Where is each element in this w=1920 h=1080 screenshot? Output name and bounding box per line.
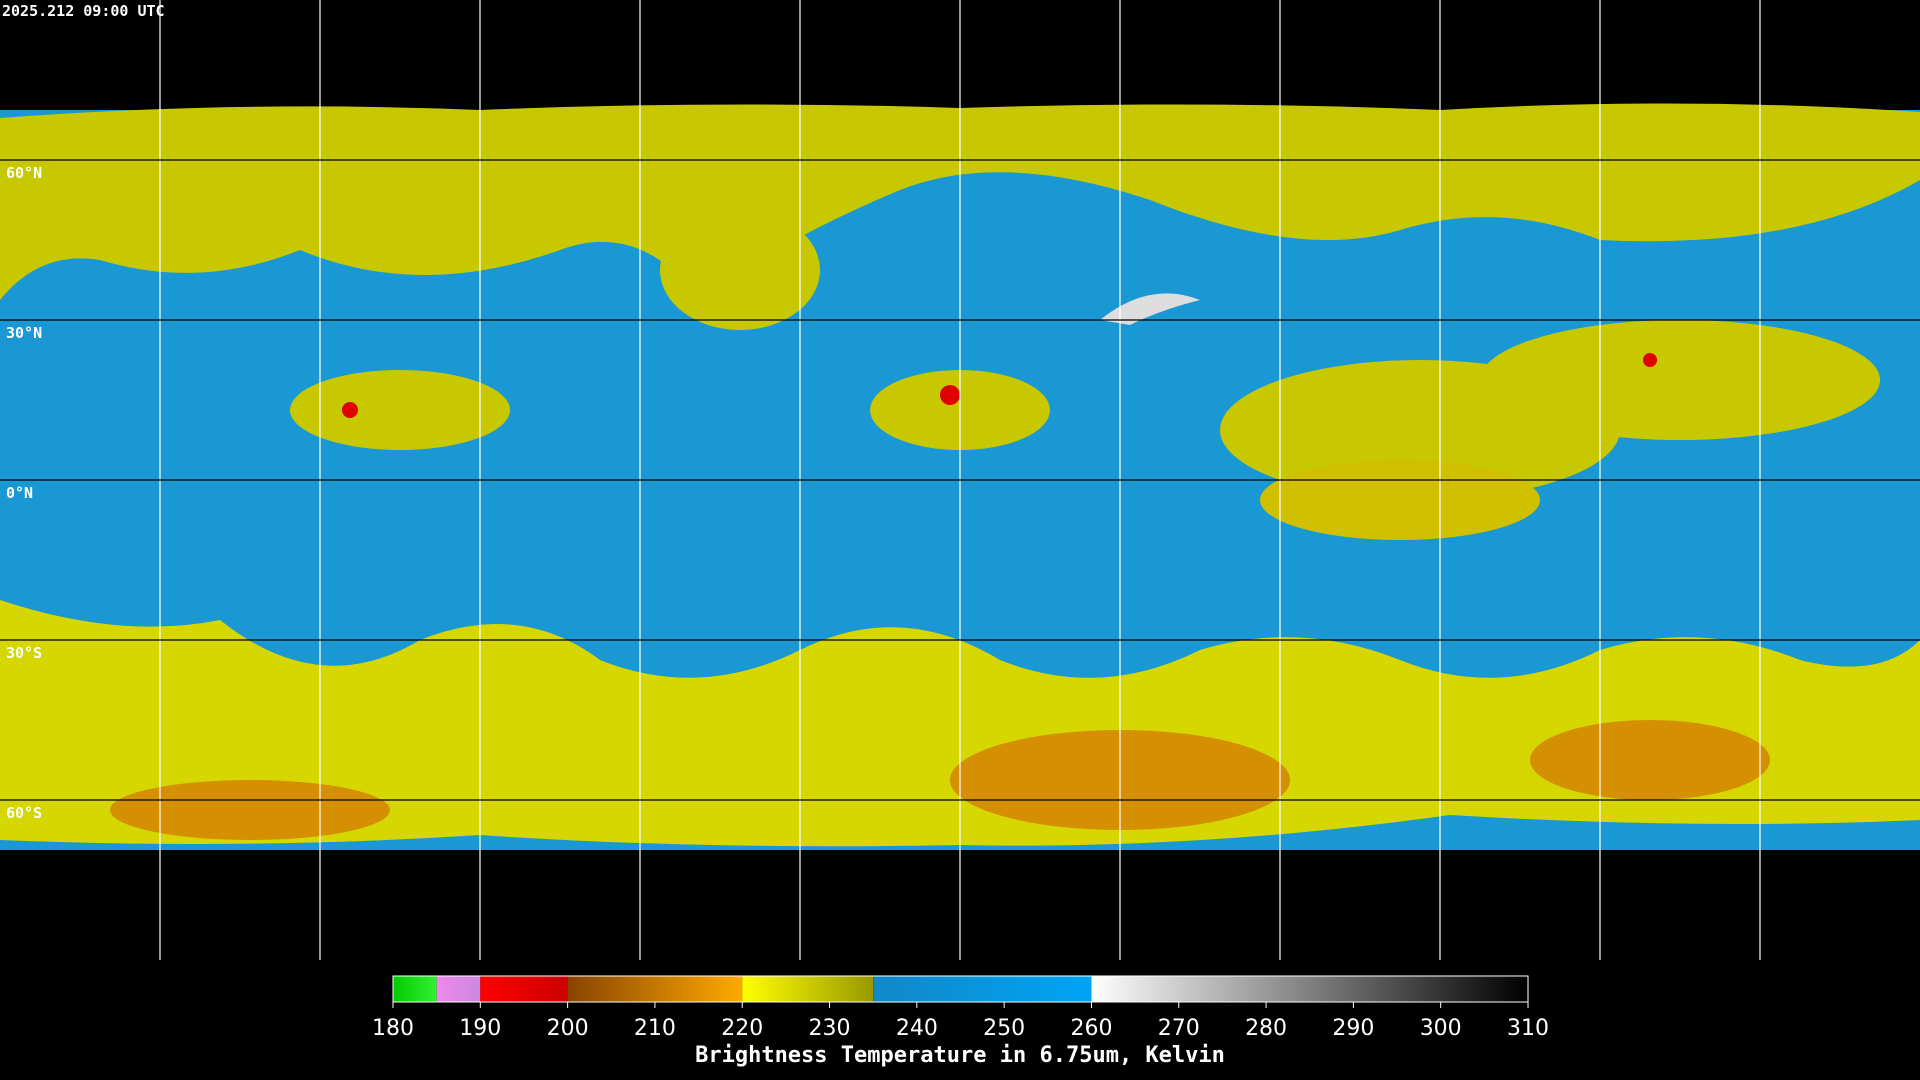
latitude-label: 60°N [6, 164, 42, 182]
colorbar-tick-label: 240 [896, 1016, 938, 1041]
colorbar-segment [436, 976, 481, 1002]
cold-area [110, 780, 390, 840]
colorbar-tick-label: 200 [547, 1016, 589, 1041]
cold-area [1530, 720, 1770, 800]
latitude-label: 30°N [6, 324, 42, 342]
colorbar-tick-label: 250 [983, 1016, 1025, 1041]
latitude-label: 60°S [6, 804, 42, 822]
colorbar-segment [480, 976, 568, 1002]
colorbar-tick-label: 260 [1070, 1016, 1112, 1041]
convection [1260, 460, 1540, 540]
colorbar-tick-label: 230 [809, 1016, 851, 1041]
latitude-label: 0°N [6, 484, 33, 502]
colorbar-segment [873, 976, 1092, 1002]
warm-area [1100, 293, 1200, 325]
colorbar-tick-label: 300 [1420, 1016, 1462, 1041]
colorbar-segment [742, 976, 874, 1002]
cold-cloud-top [342, 402, 358, 418]
timestamp: 2025.212 09:00 UTC [2, 2, 165, 20]
colorbar-segment [1091, 976, 1528, 1002]
colorbar-tick-label: 220 [721, 1016, 763, 1041]
colorbar-tick-label: 190 [459, 1016, 501, 1041]
colorbar-tick-label: 180 [372, 1016, 414, 1041]
cold-cloud-top [1643, 353, 1657, 367]
convection [660, 210, 820, 330]
convection [290, 370, 510, 450]
graticule: 60°N 30°N 0°N 30°S 60°S [0, 0, 1920, 960]
colorbar-title: Brightness Temperature in 6.75um, Kelvin [695, 1043, 1225, 1068]
colorbar-frame [392, 975, 1529, 1003]
convection [1480, 320, 1880, 440]
colorbar-tick-label: 270 [1158, 1016, 1200, 1041]
colorbar-tick-label: 210 [634, 1016, 676, 1041]
colorbar-tick-label: 290 [1332, 1016, 1374, 1041]
colorbar-tick-label: 310 [1507, 1016, 1549, 1041]
colorbar-segment [567, 976, 743, 1002]
cold-cloud-top [940, 385, 960, 405]
colorbar: 180 190 200 210 220 230 240 250 260 270 280 290 300 3… [372, 975, 1549, 1041]
latitude-label: 30°S [6, 644, 42, 662]
colorbar-segment [393, 976, 437, 1002]
colorbar-tick-label: 280 [1245, 1016, 1287, 1041]
